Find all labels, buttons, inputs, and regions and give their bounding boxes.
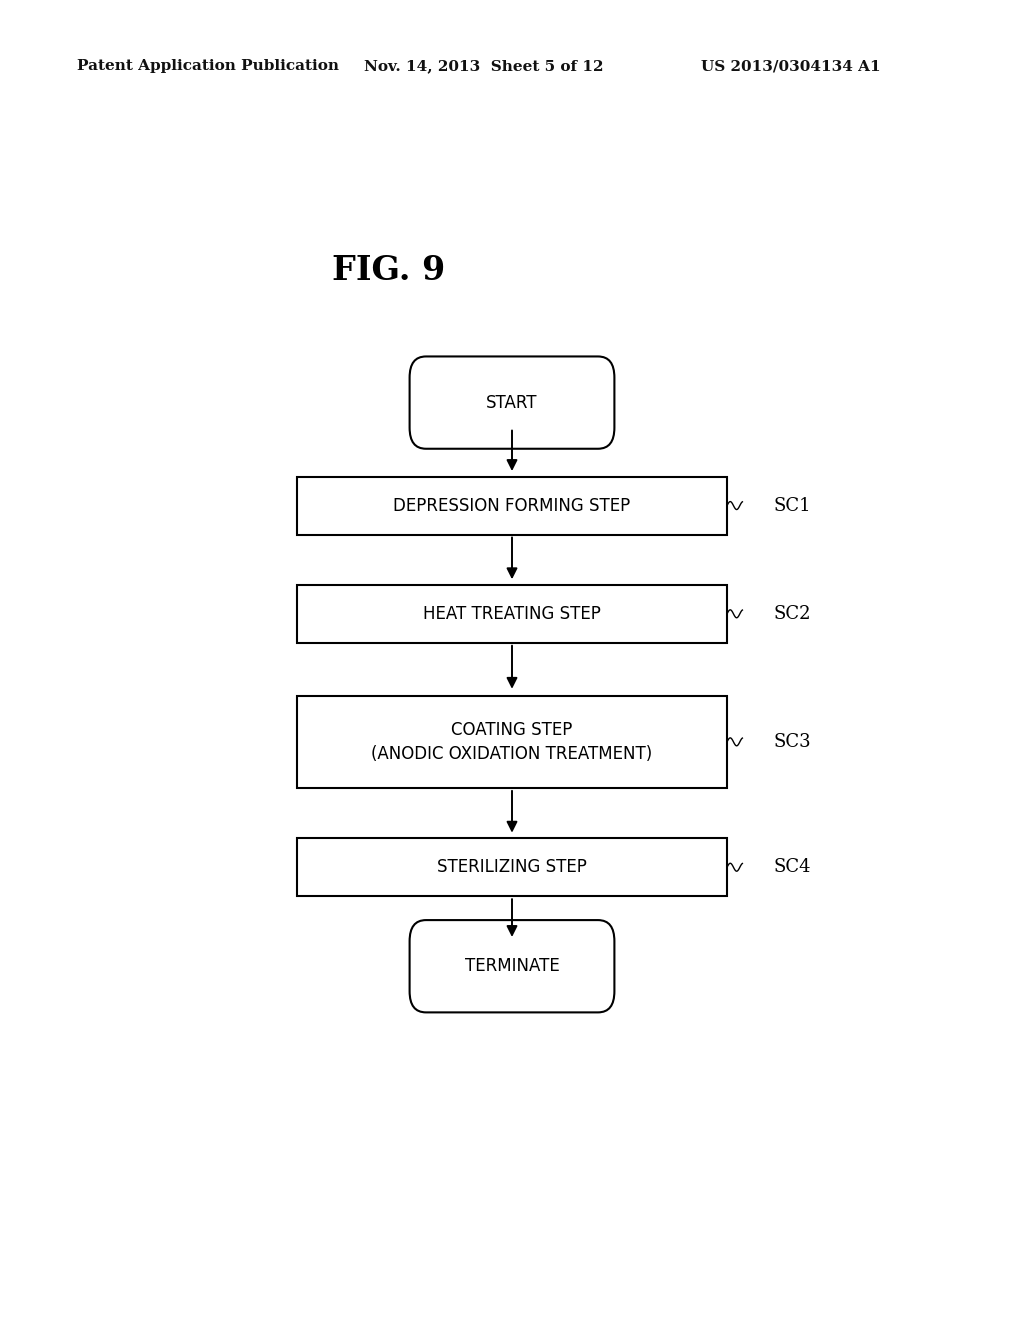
Text: FIG. 9: FIG. 9 xyxy=(333,253,445,286)
Bar xyxy=(297,696,727,788)
FancyBboxPatch shape xyxy=(410,356,614,449)
Bar xyxy=(297,585,727,643)
Text: HEAT TREATING STEP: HEAT TREATING STEP xyxy=(423,605,601,623)
Text: DEPRESSION FORMING STEP: DEPRESSION FORMING STEP xyxy=(393,496,631,515)
FancyBboxPatch shape xyxy=(410,920,614,1012)
Text: SC2: SC2 xyxy=(773,605,811,623)
Text: SC1: SC1 xyxy=(773,496,811,515)
Text: SC4: SC4 xyxy=(773,858,811,876)
Text: COATING STEP
(ANODIC OXIDATION TREATMENT): COATING STEP (ANODIC OXIDATION TREATMENT… xyxy=(372,721,652,763)
Text: STERILIZING STEP: STERILIZING STEP xyxy=(437,858,587,876)
Text: Nov. 14, 2013  Sheet 5 of 12: Nov. 14, 2013 Sheet 5 of 12 xyxy=(364,59,603,74)
Text: TERMINATE: TERMINATE xyxy=(465,957,559,975)
Bar xyxy=(297,477,727,535)
Text: START: START xyxy=(486,393,538,412)
Text: US 2013/0304134 A1: US 2013/0304134 A1 xyxy=(701,59,881,74)
Bar xyxy=(297,838,727,896)
Text: SC3: SC3 xyxy=(773,733,811,751)
Text: Patent Application Publication: Patent Application Publication xyxy=(77,59,339,74)
